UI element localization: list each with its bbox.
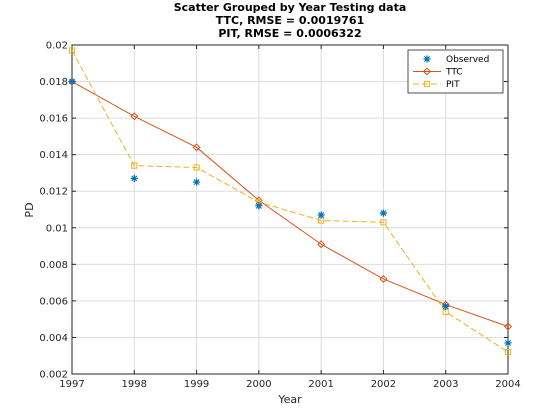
legend-entry-pit: PIT xyxy=(413,80,460,90)
data-point-pit xyxy=(504,348,512,356)
series-line-ttc xyxy=(71,81,509,327)
chart-title-line-2: TTC, RMSE = 0.0019761 xyxy=(216,14,364,27)
x-tick-label: 1999 xyxy=(184,379,209,390)
y-tick-label: 0.01 xyxy=(46,223,68,234)
data-point-observed xyxy=(68,77,76,86)
legend-marker-observed xyxy=(423,55,431,63)
x-tick-label: 2002 xyxy=(371,379,396,390)
series-observed xyxy=(68,77,512,347)
legend-entry-observed: Observed xyxy=(423,55,489,65)
data-point-pit xyxy=(131,162,138,169)
series-pit xyxy=(68,47,512,356)
data-point-ttc xyxy=(130,112,139,121)
data-point-pit xyxy=(68,47,76,54)
data-point-ttc xyxy=(317,240,326,249)
series-line-pit xyxy=(71,50,509,353)
x-axis-label: Year xyxy=(277,393,302,406)
axis-ticks: 1997 1998 1999 2000 2001 2002 2003 2004 0.002 0.0… xyxy=(39,41,520,391)
data-point-ttc xyxy=(192,143,201,152)
legend-label-observed: Observed xyxy=(446,55,489,65)
data-point-pit xyxy=(380,219,387,226)
data-point-observed xyxy=(317,211,325,219)
legend-entry-ttc: TTC xyxy=(413,67,463,78)
y-tick-label: 0.012 xyxy=(39,187,68,198)
y-tick-label: 0.006 xyxy=(39,296,68,307)
chart-title-line-3: PIT, RMSE = 0.0006322 xyxy=(218,27,361,40)
x-tick-label: 1998 xyxy=(122,379,147,390)
y-axis-label: PD xyxy=(23,202,36,217)
data-point-observed xyxy=(442,302,450,310)
x-tick-label: 2001 xyxy=(308,379,333,390)
data-point-ttc xyxy=(379,274,388,283)
plot-area-border xyxy=(71,44,509,375)
data-point-observed xyxy=(192,178,201,186)
grid-lines xyxy=(71,44,509,375)
x-tick-label: 2000 xyxy=(246,379,271,390)
x-tick-label: 2004 xyxy=(495,379,520,390)
data-point-observed xyxy=(255,202,263,210)
x-tick-label: 2003 xyxy=(433,379,458,390)
data-point-observed xyxy=(504,339,512,347)
data-point-pit xyxy=(193,164,200,171)
y-tick-label: 0.02 xyxy=(46,41,68,52)
y-tick-label: 0.018 xyxy=(39,77,68,88)
data-point-ttc xyxy=(503,322,513,331)
chart-title-line-1: Scatter Grouped by Year Testing data xyxy=(174,1,407,14)
y-tick-label: 0.016 xyxy=(39,114,68,125)
legend-marker-pit xyxy=(423,80,431,88)
series-ttc xyxy=(67,77,513,331)
legend: Observed TTC PIT xyxy=(407,49,504,94)
y-tick-label: 0.004 xyxy=(39,333,68,344)
legend-marker-ttc xyxy=(422,67,432,76)
x-tick-label: 1997 xyxy=(59,379,84,390)
y-tick-label: 0.002 xyxy=(39,370,68,381)
data-point-observed xyxy=(379,209,388,217)
series-layer xyxy=(67,47,513,356)
y-tick-label: 0.008 xyxy=(39,260,68,271)
legend-label-ttc: TTC xyxy=(445,68,463,78)
data-point-observed xyxy=(130,174,138,183)
legend-label-pit: PIT xyxy=(446,80,460,90)
y-tick-label: 0.014 xyxy=(39,150,68,161)
